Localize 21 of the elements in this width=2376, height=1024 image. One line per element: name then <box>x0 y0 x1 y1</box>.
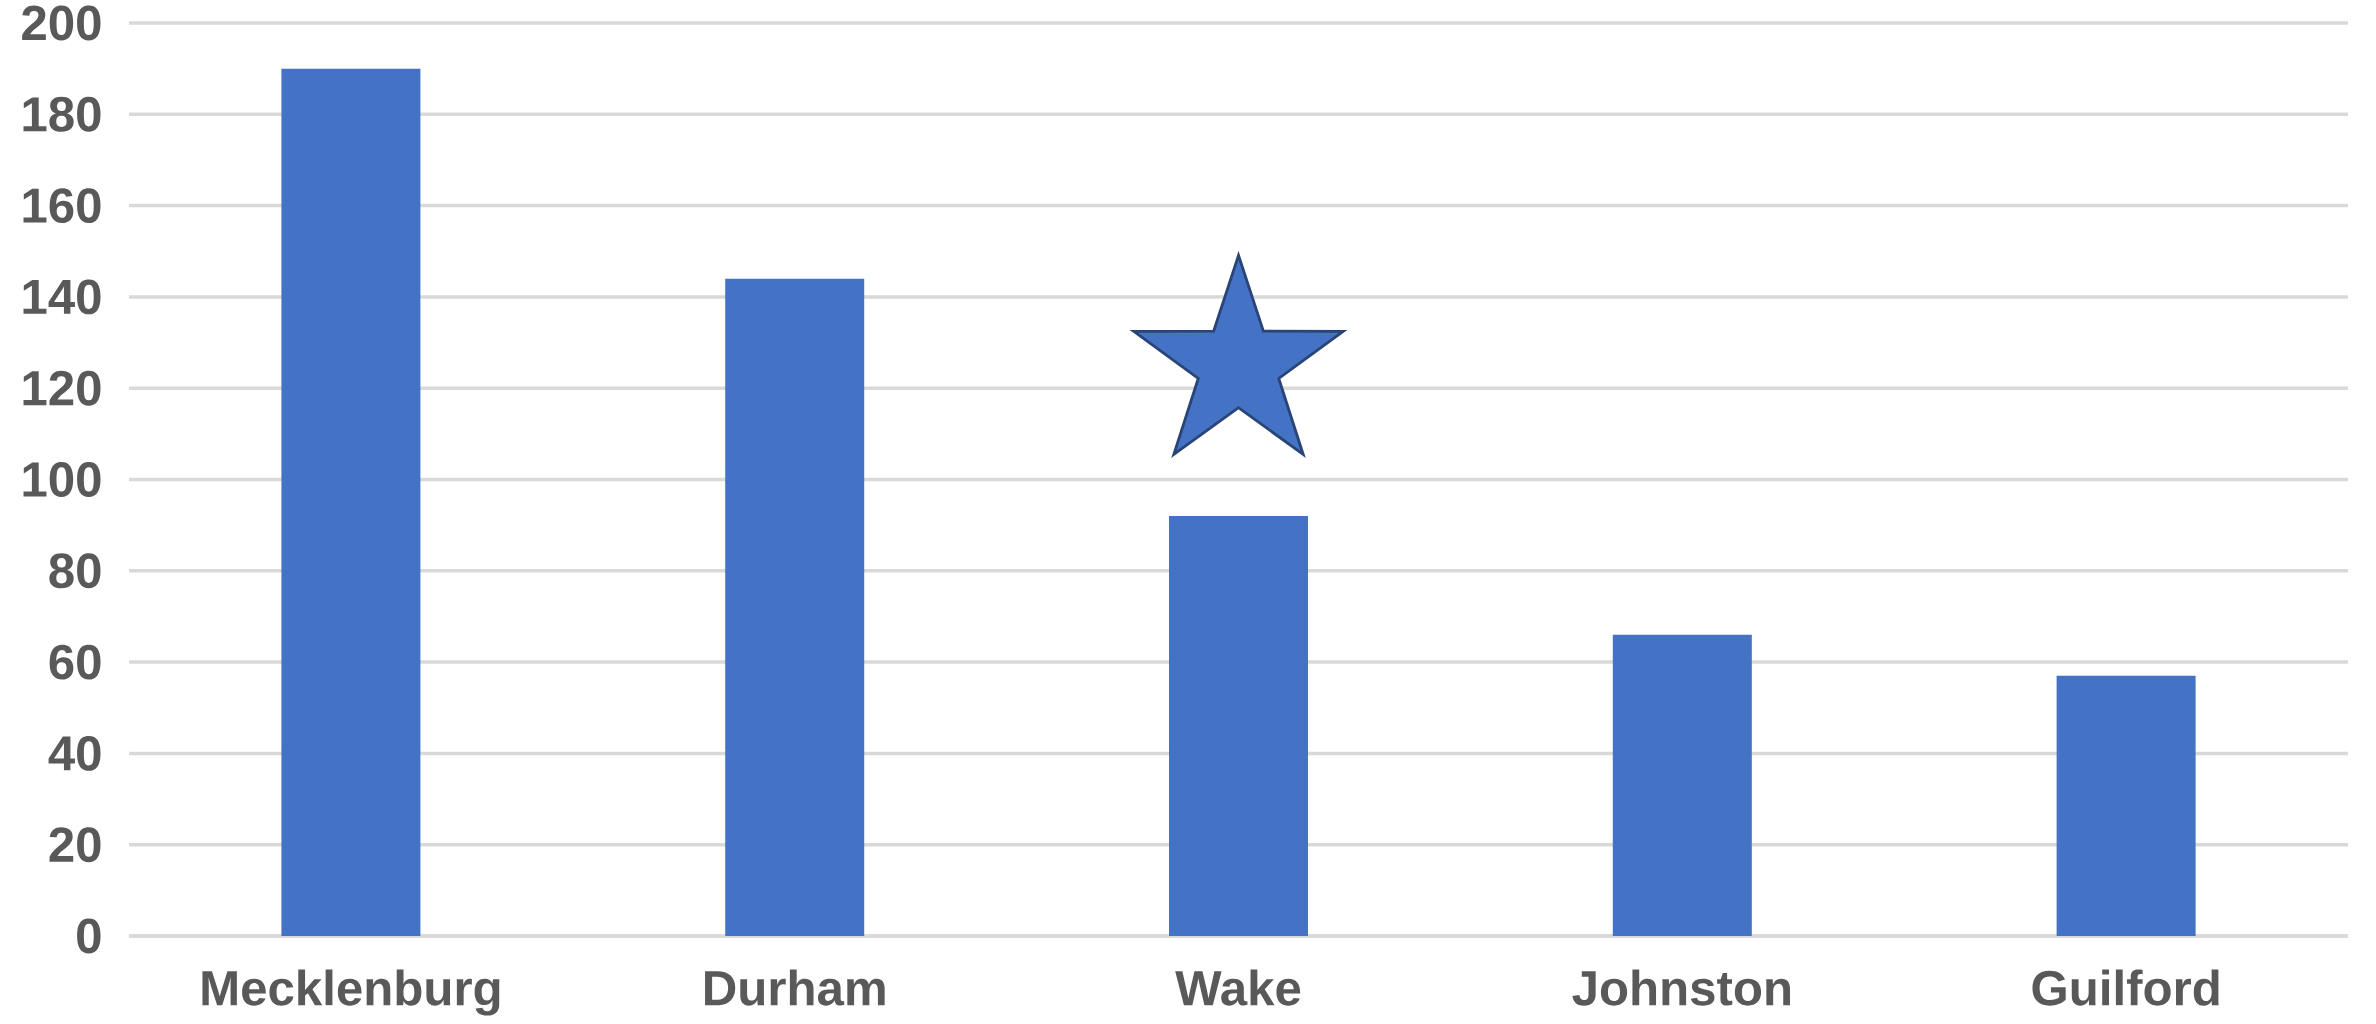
bar <box>725 278 865 936</box>
x-tick-label: Mecklenburg <box>202 969 500 1016</box>
y-tick-label: 100 <box>23 462 101 497</box>
y-tick-label: 80 <box>49 553 101 589</box>
x-tick-label: Johnston <box>1572 969 1790 1006</box>
y-tick-label: 60 <box>49 644 101 680</box>
bar <box>1169 516 1309 936</box>
y-tick-label: 20 <box>49 827 101 863</box>
x-tick-label: Wake <box>1175 969 1301 1006</box>
y-tick-label: 40 <box>48 735 101 771</box>
y-tick-label: 200 <box>22 5 101 41</box>
y-tick-label: 140 <box>23 279 101 315</box>
y-tick-label: 160 <box>23 188 101 224</box>
bar <box>2056 675 2196 936</box>
y-tick-label: 0 <box>77 918 101 954</box>
bar <box>281 68 421 936</box>
x-tick-label: Durham <box>705 969 885 1006</box>
x-tick-label: Guilford <box>2032 969 2219 1006</box>
bar <box>1612 634 1752 936</box>
y-tick-label: 120 <box>23 370 101 406</box>
y-tick-label: 180 <box>23 96 101 132</box>
